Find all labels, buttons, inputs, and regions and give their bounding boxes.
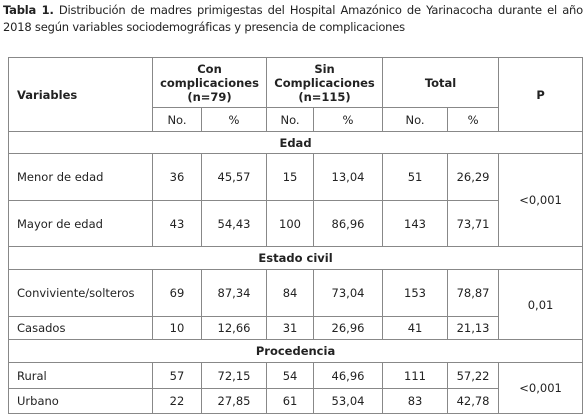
data-row: Casados 10 12,66 31 26,96 41 21,13 <box>8 316 583 340</box>
data-cell: 22 <box>152 388 202 414</box>
data-cell: 73,04 <box>313 269 384 317</box>
header-cell: Total <box>382 57 500 108</box>
data-cell: 15 <box>266 153 315 201</box>
data-cell: 100 <box>266 200 315 247</box>
data-row: Menor de edad 36 45,57 15 13,04 51 26,29 <0,001 <box>8 153 584 247</box>
section-title: Edad <box>7 131 584 154</box>
section-row: Estado civil <box>7 246 584 270</box>
data-row: Mayor de edad 43 54,43 100 86,96 143 73,71 <box>8 200 583 247</box>
table: Variables Con complicaciones (n=79) Sin Co… <box>7 57 584 414</box>
data-cell: 73,71 <box>447 200 500 247</box>
row-label: Urbano <box>8 388 153 414</box>
subheader-cell: No. <box>382 107 449 132</box>
row-label: Menor de edad <box>8 153 153 201</box>
data-cell: 54 <box>266 362 315 389</box>
row-label: Mayor de edad <box>8 200 153 247</box>
data-cell: 42,78 <box>447 388 500 414</box>
caption-text: Distribución de madres primigestas del H… <box>3 3 583 34</box>
p-value: <0,001 <box>498 153 584 247</box>
data-cell: 57,22 <box>447 362 500 389</box>
subheader-cell: % <box>200 107 268 132</box>
data-cell: 21,13 <box>447 316 500 340</box>
row-label: Casados <box>8 316 153 340</box>
data-cell: 78,87 <box>447 269 500 317</box>
data-cell: 13,04 <box>313 153 384 201</box>
data-cell: 87,34 <box>200 269 268 317</box>
header-cell: Variables <box>8 57 153 132</box>
data-cell: 27,85 <box>200 388 268 414</box>
data-cell: 31 <box>266 316 315 340</box>
data-cell: 41 <box>382 316 449 340</box>
data-cell: 46,96 <box>313 362 384 389</box>
data-cell: 43 <box>152 200 202 247</box>
data-cell: 26,29 <box>447 153 500 201</box>
subheader-cell: % <box>313 107 384 132</box>
data-cell: 54,43 <box>200 200 268 247</box>
subheader-row: No.% No.% No.% <box>9 107 583 132</box>
section-title: Procedencia <box>7 339 584 363</box>
data-cell: 153 <box>382 269 449 317</box>
caption: Tabla 1. Distribución de madres primiges… <box>3 2 583 36</box>
data-row: Conviviente/solteros 69 87,34 84 73,04 153 78,… <box>8 269 584 340</box>
subheader-cell: No. <box>266 107 315 132</box>
data-cell: 51 <box>382 153 449 201</box>
section-title: Estado civil <box>7 246 584 270</box>
subheader-cell: % <box>447 107 500 132</box>
header-cell: Sin Complicaciones (n=115) <box>266 57 384 108</box>
data-cell: 143 <box>382 200 449 247</box>
data-cell: 57 <box>152 362 202 389</box>
data-cell: 12,66 <box>200 316 268 340</box>
caption-label: Tabla 1. <box>3 3 54 17</box>
data-cell: 111 <box>382 362 449 389</box>
data-row: Rural 57 72,15 54 46,96 111 57,22 <0,001 <box>8 362 584 414</box>
data-row: Urbano 22 27,85 61 53,04 83 42,78 <box>8 388 583 414</box>
data-cell: 84 <box>266 269 315 317</box>
header-row: Variables Con complicaciones (n=79) Sin Co… <box>8 57 584 132</box>
header-cell: Con complicaciones (n=79) <box>151 57 268 108</box>
data-cell: 53,04 <box>313 388 384 414</box>
data-cell: 69 <box>152 269 202 317</box>
data-cell: 83 <box>382 388 449 414</box>
subheader-cell: No. <box>152 107 202 132</box>
data-cell: 61 <box>266 388 315 414</box>
data-cell: 86,96 <box>313 200 384 247</box>
row-label: Rural <box>8 362 153 389</box>
p-value: <0,001 <box>498 362 584 414</box>
p-value: 0,01 <box>498 269 584 340</box>
data-cell: 45,57 <box>200 153 268 201</box>
row-label: Conviviente/solteros <box>8 269 153 317</box>
data-cell: 26,96 <box>313 316 384 340</box>
header-cell: P <box>498 57 584 132</box>
section-row: Edad <box>7 131 584 154</box>
data-cell: 36 <box>152 153 202 201</box>
section-row: Procedencia <box>7 339 584 363</box>
data-cell: 10 <box>152 316 202 340</box>
data-cell: 72,15 <box>200 362 268 389</box>
